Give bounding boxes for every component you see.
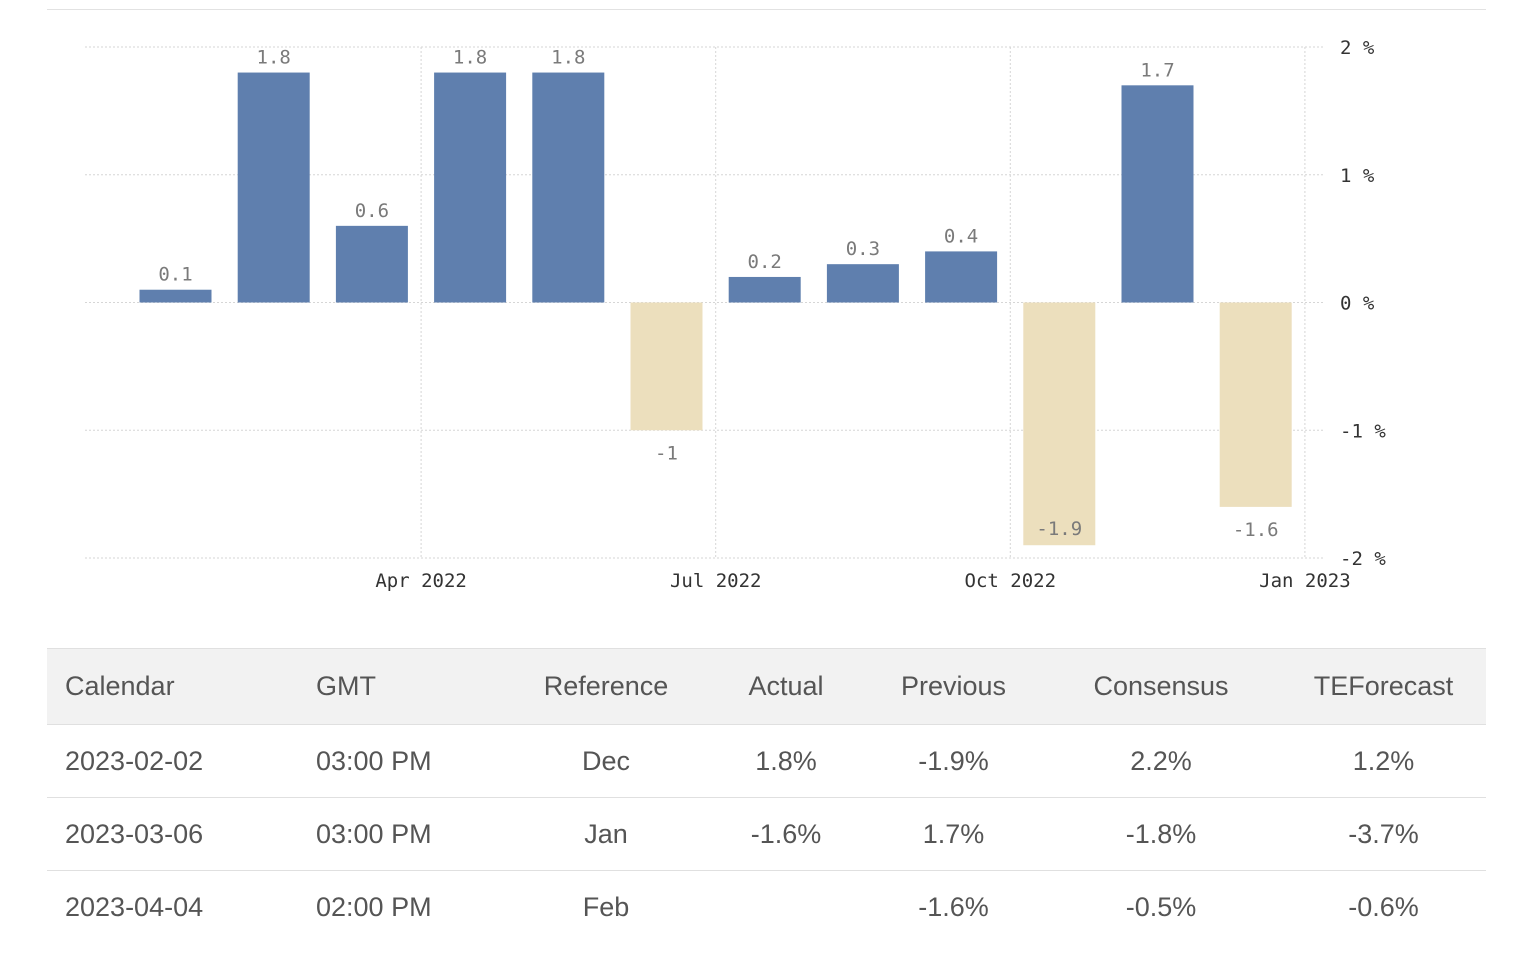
data-label: -1 (655, 442, 678, 464)
cell-teforecast: 1.2% (1281, 724, 1486, 798)
data-label: 1.7 (1140, 59, 1174, 81)
data-label: 0.3 (846, 238, 880, 260)
bar[interactable] (630, 302, 703, 431)
cell-reference: Jan (506, 797, 706, 871)
cell-reference: Dec (506, 724, 706, 798)
header-previous: Previous (866, 648, 1041, 725)
bar[interactable] (1023, 302, 1096, 546)
cell-actual (706, 871, 866, 944)
bar-chart: 0.1 1.8 0.6 1.8 1.8 -1 0.2 0.3 0.4 -1.9 1.7 -1.6 2 … (85, 37, 1386, 592)
bar[interactable] (139, 289, 212, 303)
bar[interactable] (335, 225, 408, 303)
x-tick-label: Jul 2022 (670, 570, 762, 592)
x-tick-label: Apr 2022 (375, 570, 467, 592)
bar[interactable] (925, 251, 998, 303)
cell-teforecast: -0.6% (1348, 891, 1419, 922)
cell-reference: Feb (582, 891, 630, 922)
y-tick-label: 1 % (1340, 165, 1375, 187)
cell-gmt: 03:00 PM (298, 797, 506, 871)
table-row: 2023-03-06 03:00 PM Jan -1.6% 1.7% -1.8%… (47, 797, 1486, 871)
data-label: -1.9 (1036, 518, 1082, 540)
y-tick-label: -1 % (1340, 420, 1386, 442)
cell-previous: 1.7% (866, 797, 1041, 871)
x-tick-label: Oct 2022 (965, 570, 1057, 592)
calendar-table: Calendar GMT Reference Actual Previous C… (47, 648, 1486, 943)
table-row: 2023-04-04 02:00 PM Feb -1.6% -0.5% -0.6… (47, 871, 1486, 944)
header-actual: Actual (706, 648, 866, 725)
cell-previous: -1.9% (866, 724, 1041, 798)
data-label: 0.2 (748, 251, 782, 273)
data-label: 0.4 (944, 225, 978, 247)
table-row: 2023-02-02 03:00 PM Dec 1.8% -1.9% 2.2% … (47, 724, 1486, 798)
data-label: 0.6 (355, 200, 389, 222)
data-label: -1.6 (1233, 519, 1279, 541)
cell-consensus: 2.2% (1041, 724, 1281, 798)
table-header-row: Calendar GMT Reference Actual Previous C… (47, 648, 1486, 725)
bar[interactable] (728, 276, 801, 303)
cell-calendar: 2023-02-02 (47, 724, 298, 798)
data-label: 1.8 (257, 47, 291, 69)
data-label: 0.1 (158, 264, 192, 286)
header-consensus: Consensus (1041, 648, 1281, 725)
data-label: 1.8 (453, 47, 487, 69)
bar[interactable] (237, 72, 310, 303)
cell-consensus: -1.8% (1041, 797, 1281, 871)
cell-actual: -1.6% (706, 797, 866, 871)
cell-gmt: 03:00 PM (298, 724, 506, 798)
cell-actual: 1.8% (706, 724, 866, 798)
bar[interactable] (532, 72, 605, 303)
cell-previous: -1.6% (918, 891, 989, 922)
data-label: 1.8 (551, 47, 585, 69)
cell-gmt: 02:00 PM (316, 891, 432, 922)
header-reference: Reference (506, 648, 706, 725)
y-tick-label: 0 % (1340, 293, 1375, 315)
cell-calendar: 2023-03-06 (47, 797, 298, 871)
cell-calendar: 2023-04-04 (65, 891, 204, 922)
y-tick-label: 2 % (1340, 37, 1375, 59)
bar[interactable] (434, 72, 507, 303)
header-calendar: Calendar (47, 648, 298, 725)
header-teforecast: TEForecast (1281, 648, 1486, 725)
cell-teforecast: -3.7% (1281, 797, 1486, 871)
x-tick-label: Jan 2023 (1259, 570, 1351, 592)
bar[interactable] (826, 264, 899, 303)
bar[interactable] (1121, 85, 1194, 303)
cell-consensus: -0.5% (1125, 891, 1197, 922)
header-gmt: GMT (298, 648, 506, 725)
top-divider (47, 9, 1486, 10)
y-tick-label: -2 % (1340, 548, 1386, 570)
bar[interactable] (1219, 302, 1292, 507)
